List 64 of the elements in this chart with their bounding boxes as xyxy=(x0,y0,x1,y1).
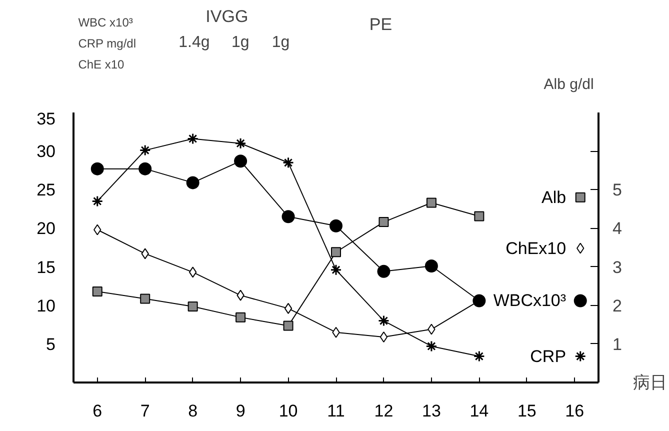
point xyxy=(426,340,438,352)
y2-tick-label: 4 xyxy=(612,219,622,238)
point xyxy=(377,264,390,278)
y-tick-label: 15 xyxy=(36,258,56,277)
point xyxy=(188,302,198,312)
y-tick-label: 35 xyxy=(36,110,56,128)
point xyxy=(378,217,389,228)
point xyxy=(424,260,438,272)
x-tick-label: 13 xyxy=(422,402,441,420)
y-axis-title: WBC x10³ CRP mg/dl ChE x10 xyxy=(78,16,136,72)
x-tick-label: 11 xyxy=(327,402,345,420)
y2-tick-label: 5 xyxy=(612,180,622,200)
y-tick-label: 10 xyxy=(36,296,56,316)
x-tick-label: 14 xyxy=(470,402,489,420)
y-tick-label: 20 xyxy=(36,219,56,238)
y2-tick-label: 1 xyxy=(612,334,622,354)
point xyxy=(426,198,436,208)
point xyxy=(92,286,102,296)
point xyxy=(473,350,485,362)
point xyxy=(139,144,151,156)
point xyxy=(378,315,390,327)
x-tick-label: 6 xyxy=(92,402,102,420)
point xyxy=(140,294,150,304)
x-axis-title: 病日 xyxy=(632,373,667,392)
point xyxy=(282,156,294,168)
point xyxy=(234,138,246,150)
point xyxy=(474,211,484,222)
legend-label: ChEx10 xyxy=(506,238,566,258)
y2-tick-label: 3 xyxy=(612,258,622,277)
legend-label: WBCx10³ xyxy=(493,291,566,310)
point xyxy=(330,219,342,232)
point xyxy=(282,210,295,224)
point xyxy=(330,264,342,276)
y2-axis-title: Alb g/dl xyxy=(544,76,594,93)
text: 1g xyxy=(272,34,290,51)
y-tick-label: 25 xyxy=(36,180,56,200)
point xyxy=(380,331,388,342)
point xyxy=(331,247,341,258)
point xyxy=(138,162,152,176)
point xyxy=(234,154,248,168)
text: 1g xyxy=(231,34,250,51)
text: 1.4g xyxy=(178,34,210,51)
point xyxy=(186,176,200,190)
legend-label: Alb xyxy=(541,188,566,207)
x-tick-label: 7 xyxy=(140,402,150,420)
legend-label: CRP xyxy=(530,346,566,366)
point xyxy=(92,195,104,207)
x-tick-label: 12 xyxy=(374,402,394,420)
point xyxy=(284,302,292,314)
point xyxy=(188,266,197,278)
text: IVGG xyxy=(206,7,248,26)
x-tick-label: 15 xyxy=(517,402,536,420)
y-tick-label: 5 xyxy=(46,334,56,354)
point xyxy=(283,320,294,331)
point xyxy=(90,162,104,176)
point xyxy=(187,132,199,144)
x-tick-label: 9 xyxy=(236,402,246,420)
point xyxy=(236,312,246,322)
text: PE xyxy=(369,15,392,34)
y2-tick-label: 2 xyxy=(612,296,622,316)
x-tick-label: 16 xyxy=(565,402,584,420)
x-tick-label: 8 xyxy=(188,402,198,420)
y-tick-label: 30 xyxy=(36,142,56,162)
x-tick-label: 10 xyxy=(278,402,298,420)
